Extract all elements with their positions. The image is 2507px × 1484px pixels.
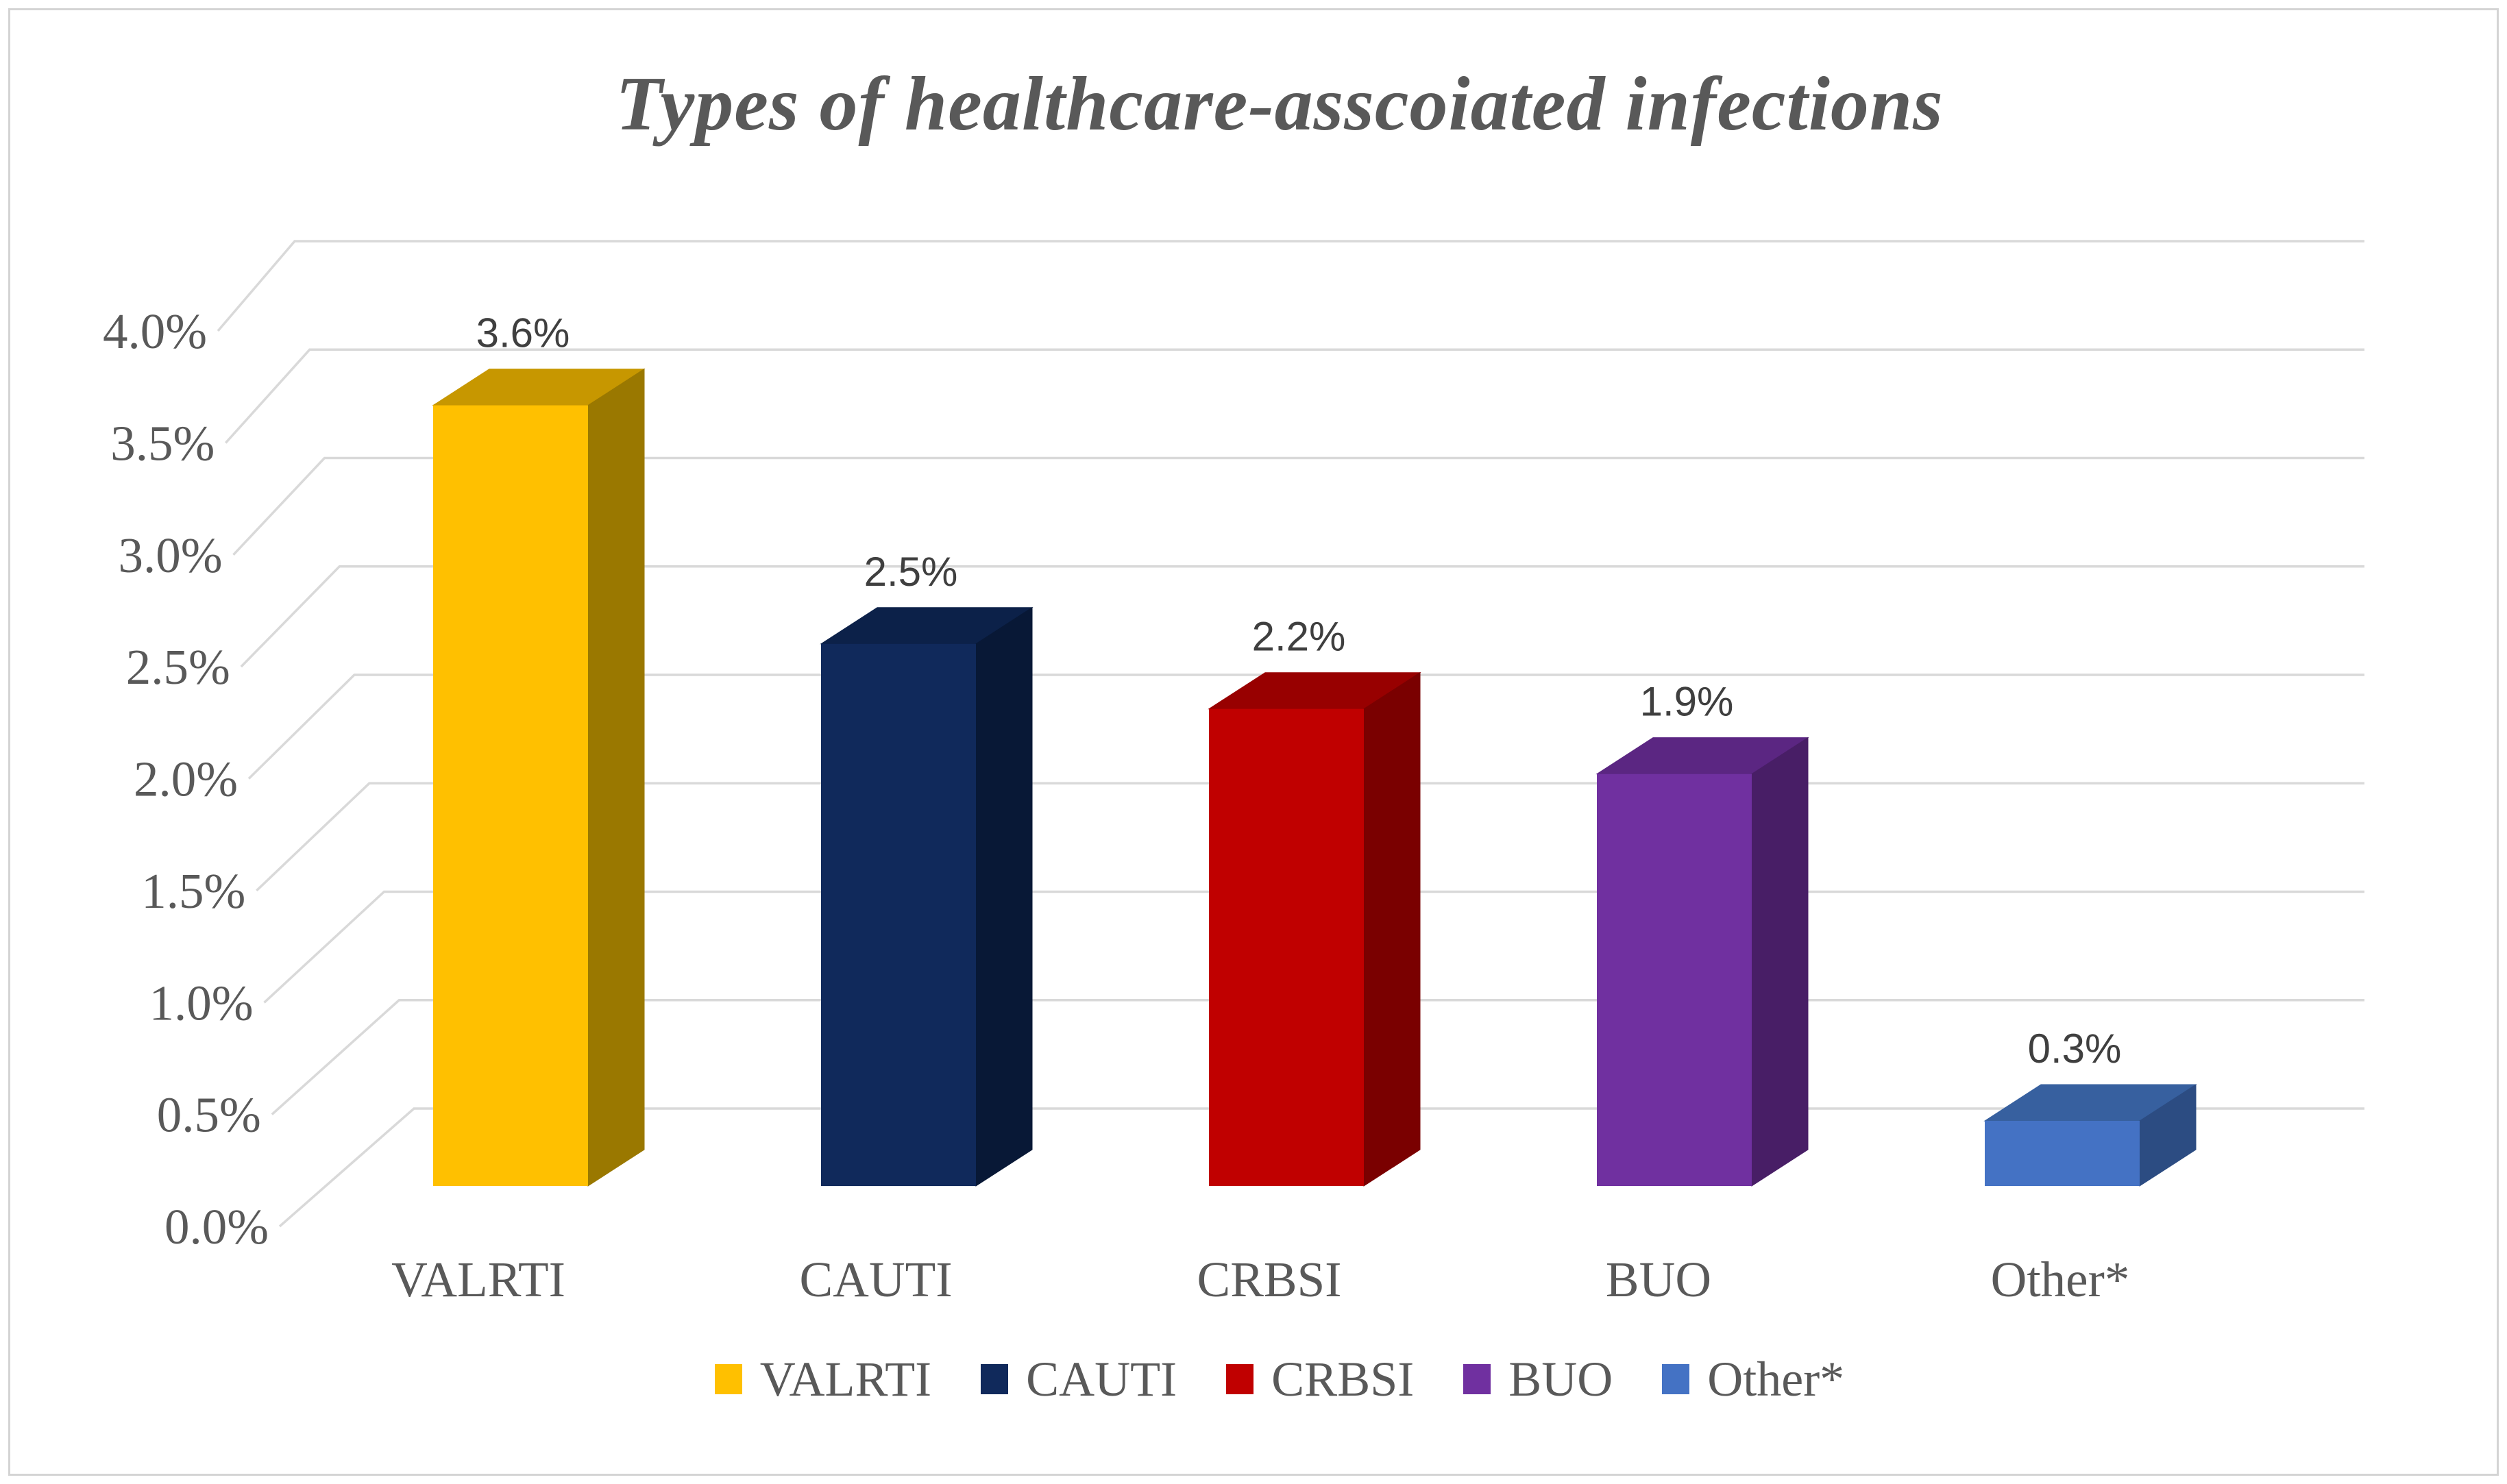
bar-side-face (1363, 671, 1421, 1187)
legend-swatch-buo (1463, 1364, 1491, 1394)
y-tick-label: 1.0% (149, 975, 253, 1030)
legend-item-crbsi: CRBSI (1226, 1355, 1414, 1404)
chart-title: Types of healthcare-asscoiated infection… (615, 62, 1944, 147)
bar-value-label-other: 0.3% (2028, 1026, 2122, 1072)
y-tick-label: 3.5% (110, 415, 215, 471)
bar-front-face (821, 643, 976, 1187)
legend-swatch-other (1662, 1364, 1690, 1394)
bar-front-face (1597, 774, 1752, 1186)
legend-label-other: Other* (1707, 1352, 1845, 1407)
legend-item-other: Other* (1662, 1355, 1844, 1404)
y-tick-label: 2.0% (134, 752, 238, 807)
bar-value-label-buo: 1.9% (1640, 679, 1734, 725)
bar-valrti (432, 368, 646, 1187)
legend: VALRTI CAUTI CRBSI BUO Other* (59, 1348, 2500, 1410)
bar-cauti (820, 606, 1034, 1187)
legend-swatch-valrti (714, 1364, 742, 1394)
bar-value-label-cauti: 2.5% (864, 549, 958, 595)
legend-swatch-cauti (981, 1364, 1009, 1394)
bar-value-label-crbsi: 2.2% (1252, 614, 1346, 660)
gridline-40 (217, 240, 2364, 332)
gridline-20 (247, 673, 2364, 780)
bar-front-face (1985, 1121, 2140, 1186)
x-category-label-crbsi: CRBSI (1197, 1252, 1342, 1307)
bar-value-labels: 3.6% 2.5% 2.2% 1.9% 0.3% (476, 310, 2122, 1072)
legend-item-buo: BUO (1463, 1355, 1613, 1404)
y-tick-label: 2.5% (126, 639, 230, 695)
y-tick-label: 1.5% (141, 863, 245, 919)
legend-label-crbsi: CRBSI (1271, 1352, 1415, 1407)
bar-buo (1595, 737, 1809, 1187)
bar-front-face (1209, 708, 1364, 1186)
y-tick-label: 0.5% (157, 1087, 261, 1143)
bar-side-face (1751, 737, 1809, 1187)
gridline-30 (232, 456, 2364, 556)
x-category-label-buo: BUO (1606, 1252, 1711, 1307)
gridline-35 (224, 348, 2364, 444)
bar-crbsi (1208, 671, 1421, 1187)
bar-front-face (433, 405, 588, 1186)
gridline-25 (240, 565, 2364, 668)
legend-label-valrti: VALRTI (759, 1352, 932, 1407)
legend-item-valrti: VALRTI (714, 1352, 932, 1407)
legend-label-buo: BUO (1508, 1352, 1613, 1407)
legend-swatch-crbsi (1226, 1364, 1254, 1394)
bar-side-face (975, 606, 1033, 1187)
bars (432, 368, 2197, 1187)
y-tick-label: 4.0% (103, 304, 207, 359)
bar-other (1983, 1084, 2197, 1187)
legend-label-cauti: CAUTI (1026, 1352, 1177, 1407)
bar-side-face (587, 368, 645, 1187)
x-category-label-valrti: VALRTI (391, 1252, 565, 1307)
x-axis-category-labels: VALRTI CAUTI CRBSI BUO Other* (391, 1252, 2129, 1307)
x-category-label-cauti: CAUTI (799, 1252, 952, 1307)
legend-item-cauti: CAUTI (981, 1355, 1177, 1404)
y-axis-tick-labels: 0.0% 0.5% 1.0% 1.5% 2.0% 2.5% 3.0% 3.5% 4.0% (103, 304, 269, 1254)
bar-value-label-valrti: 3.6% (476, 310, 570, 356)
y-tick-label: 0.0% (164, 1199, 269, 1254)
y-tick-label: 3.0% (118, 528, 222, 583)
x-category-label-other: Other* (1991, 1252, 2130, 1307)
